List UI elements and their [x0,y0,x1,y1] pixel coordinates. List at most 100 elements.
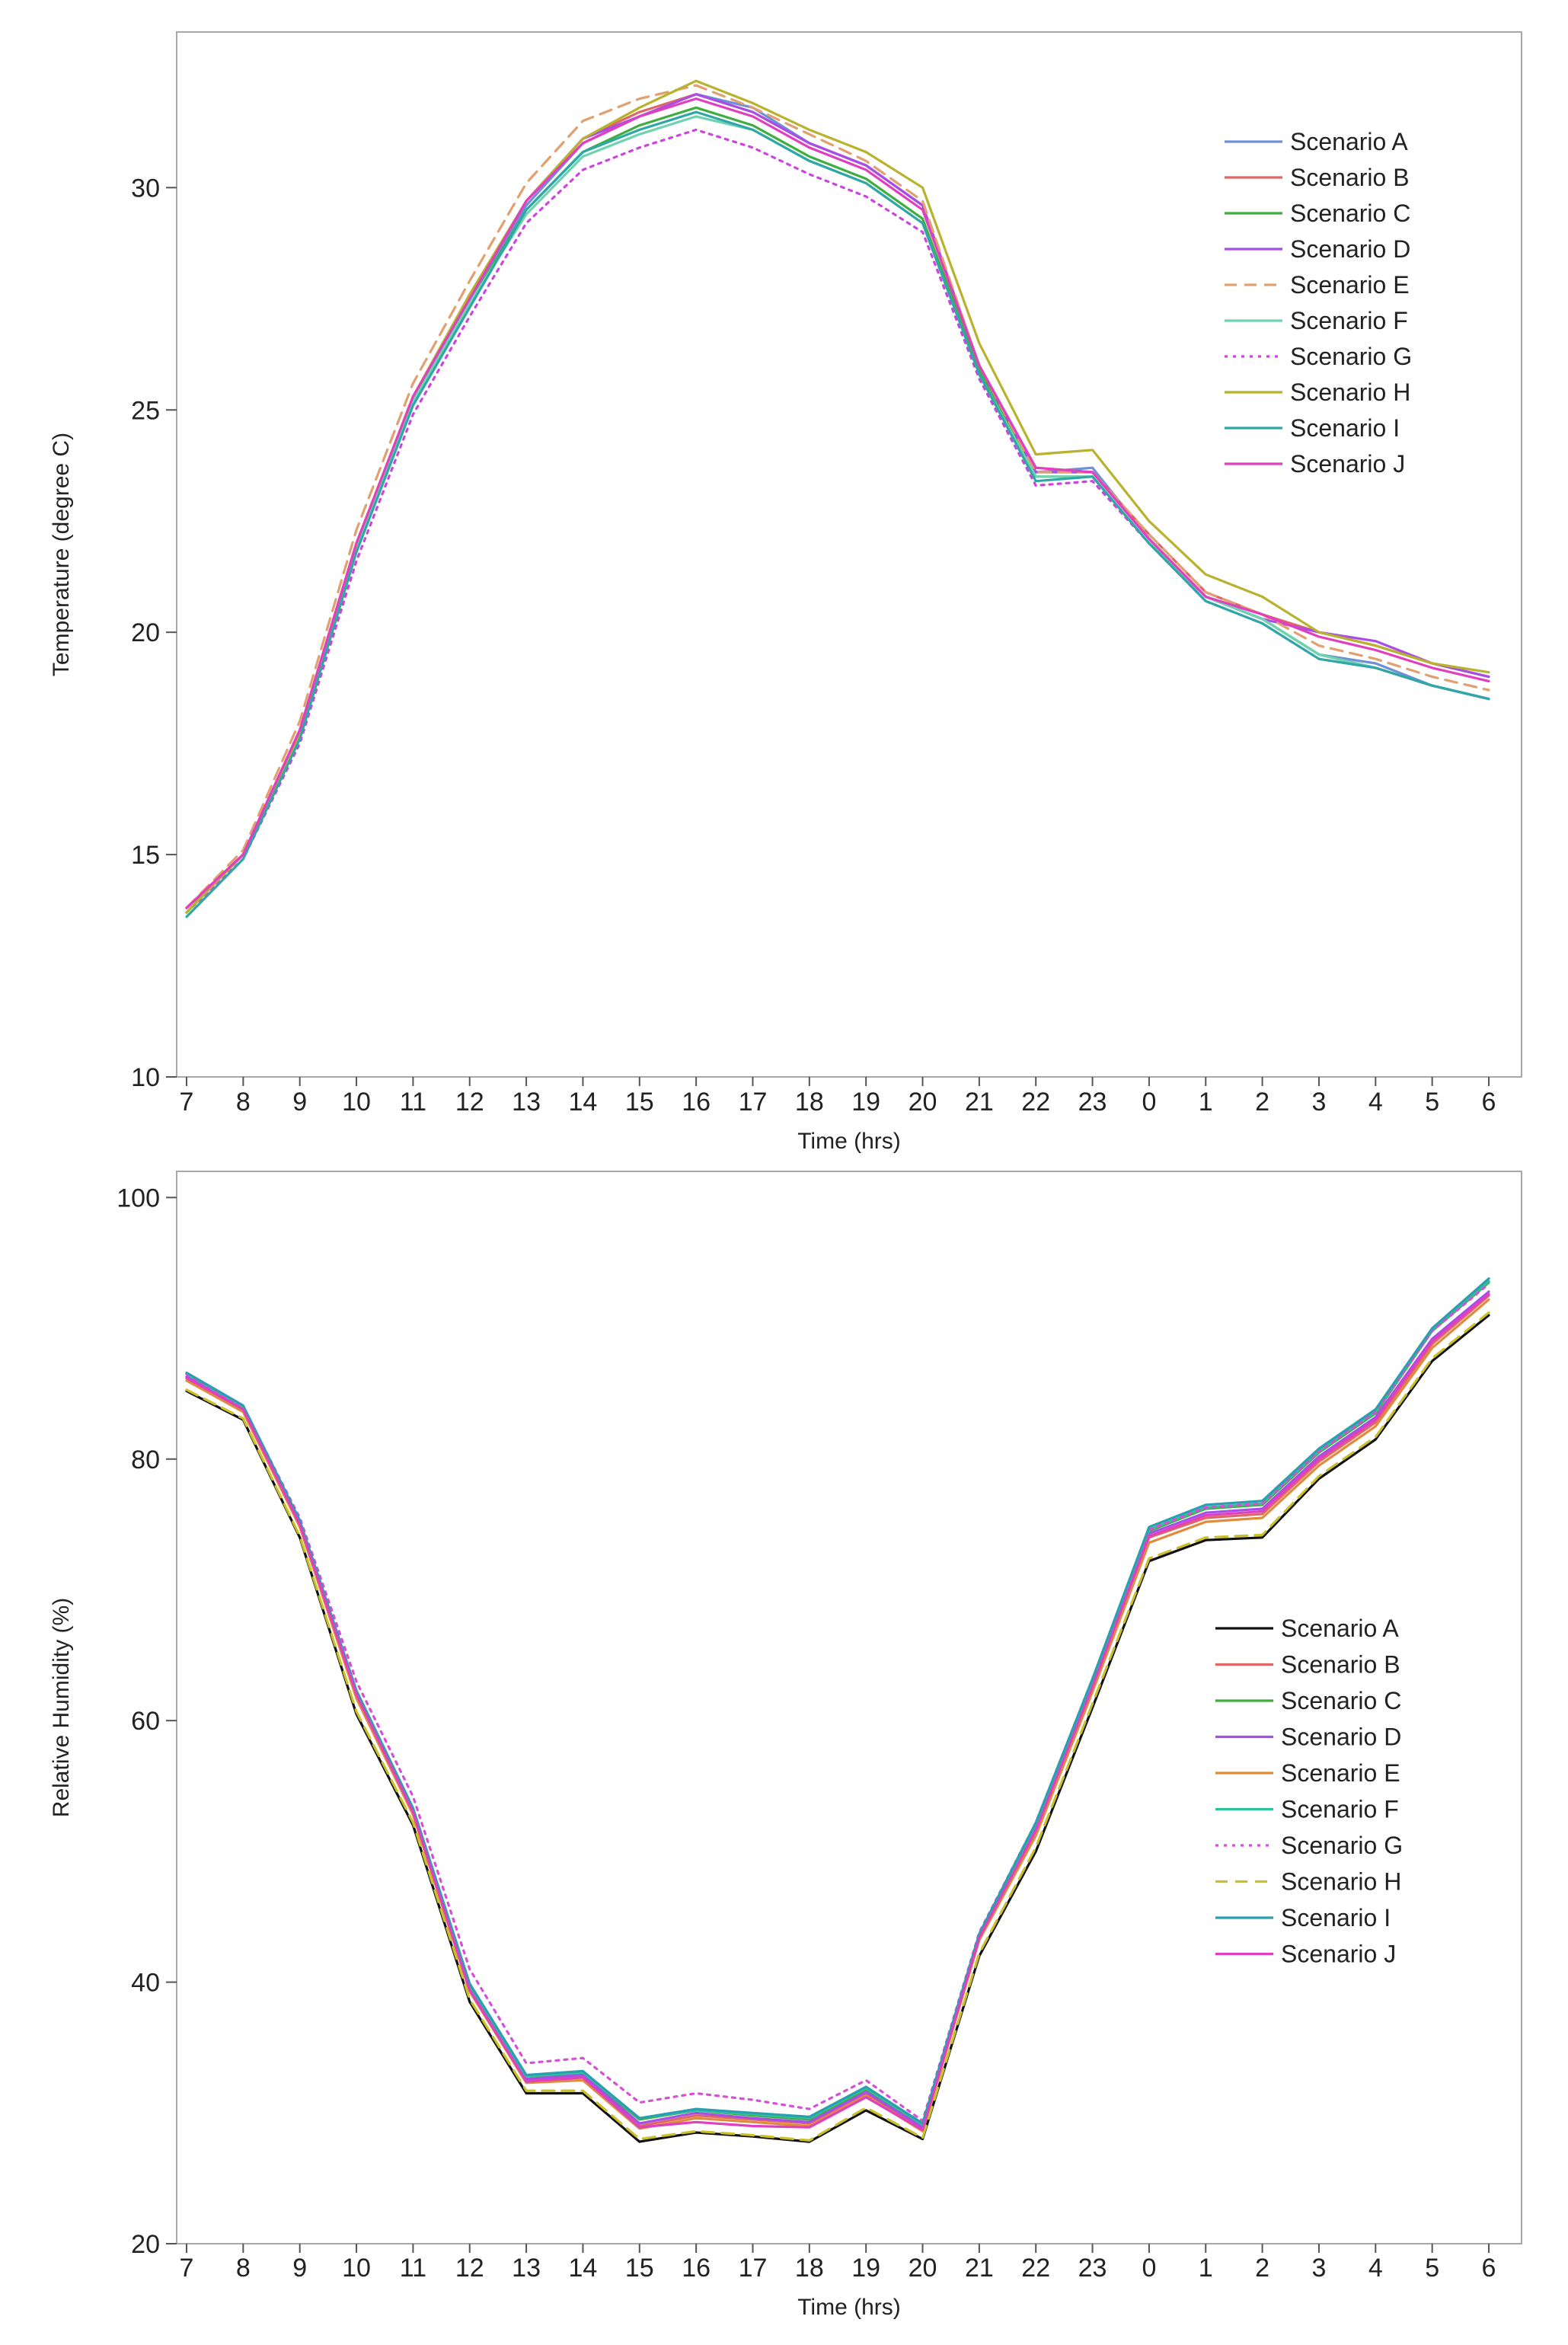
temp-x-tick-label: 15 [625,1088,654,1117]
temp-x-tick-label: 0 [1142,1088,1156,1117]
rh-legend-item: Scenario B [1215,1651,1400,1679]
rh-legend-item: Scenario F [1215,1796,1399,1823]
temp-x-tick-label: 18 [795,1088,824,1117]
rh-x-axis-title: Time (hrs) [797,2295,901,2320]
temp-x-tick-label: 8 [236,1088,251,1117]
temp-legend-label: Scenario A [1290,128,1408,155]
rh-legend-item: Scenario J [1215,1941,1396,1968]
rh-x-tick-label: 11 [400,2254,426,2283]
temp-y-tick-label: 10 [131,1063,160,1092]
temp-legend-item: Scenario D [1225,235,1410,263]
temp-legend-item: Scenario E [1225,271,1410,299]
temp-legend-item: Scenario F [1225,307,1408,334]
rh-x-tick-label: 2 [1255,2254,1269,2283]
temp-legend-item: Scenario I [1225,414,1400,442]
temp-y-tick-label: 30 [131,174,160,203]
temp-legend-item: Scenario J [1225,450,1405,478]
temp-x-tick-label: 19 [851,1088,880,1117]
rh-legend-label: Scenario C [1281,1687,1401,1714]
temp-x-tick-label: 22 [1021,1088,1050,1117]
temp-legend-item: Scenario B [1225,164,1410,191]
rh-series-line-scenario-g [185,1283,1490,2123]
rh-x-tick-label: 1 [1199,2254,1213,2283]
temp-x-tick-label: 11 [400,1088,426,1117]
rh-y-tick-label: 20 [131,2230,160,2259]
temp-x-tick-label: 12 [455,1088,484,1117]
rh-legend-label: Scenario B [1281,1651,1400,1679]
rh-x-tick-label: 6 [1482,2254,1496,2283]
temp-plot-frame [176,31,1522,1078]
rh-x-tick-label: 8 [236,2254,251,2283]
temp-legend-label: Scenario J [1290,450,1405,478]
rh-x-tick-label: 5 [1425,2254,1439,2283]
temp-y-tick-label: 20 [131,618,160,647]
rh-legend-label: Scenario E [1281,1759,1400,1787]
rh-x-tick-label: 22 [1021,2254,1050,2283]
temp-legend-item: Scenario C [1225,200,1410,227]
temp-x-tick-label: 1 [1199,1088,1213,1117]
rh-legend-label: Scenario A [1281,1615,1399,1642]
rh-x-tick-label: 23 [1078,2254,1107,2283]
rh-x-tick-label: 18 [795,2254,824,2283]
temp-legend-label: Scenario D [1290,235,1410,263]
rh-series-line-scenario-j [185,1292,1490,2132]
temp-x-tick-label: 7 [180,1088,194,1117]
rh-series-group [185,1277,1490,2143]
rh-legend-label: Scenario J [1281,1941,1396,1968]
temp-legend-label: Scenario I [1290,414,1400,442]
temp-y-tick-label: 25 [131,396,160,425]
rh-x-tick-label: 12 [455,2254,484,2283]
temp-y-axis-title: Temperature (degree C) [49,433,74,676]
rh-y-tick-label: 100 [117,1184,160,1212]
temp-x-tick-label: 16 [682,1088,711,1117]
rh-y-axis: 20 40 60 80 100 [117,1184,177,2259]
temp-x-tick-label: 2 [1255,1088,1269,1117]
temp-legend-label: Scenario G [1290,343,1412,370]
temp-legend-item: Scenario A [1225,128,1408,155]
rh-legend-label: Scenario D [1281,1724,1401,1751]
rh-legend-label: Scenario H [1281,1868,1401,1896]
rh-x-tick-label: 0 [1142,2254,1156,2283]
temp-x-tick-label: 6 [1482,1088,1496,1117]
rh-y-tick-label: 60 [131,1707,160,1736]
rh-x-tick-label: 19 [851,2254,880,2283]
temp-series-line-scenario-j [185,97,1490,909]
rh-x-tick-label: 21 [965,2254,994,2283]
rh-x-axis: 7 8 9 10 11 12 13 14 15 16 17 18 19 20 21 22 23 0 1 2 3 4 5 6 [180,2244,1496,2283]
rh-x-tick-label: 9 [292,2254,307,2283]
temp-legend-item: Scenario G [1225,343,1412,370]
temp-x-tick-label: 9 [292,1088,307,1117]
rh-y-tick-label: 40 [131,1969,160,1998]
temp-series-line-scenario-i [185,110,1490,919]
rh-legend-item: Scenario I [1215,1904,1391,1931]
temp-y-tick-label: 15 [131,841,160,870]
rh-y-axis-title: Relative Humidity (%) [49,1598,74,1817]
rh-x-tick-label: 3 [1311,2254,1326,2283]
rh-x-tick-label: 13 [512,2254,541,2283]
rh-legend-label: Scenario F [1281,1796,1399,1823]
rh-x-tick-label: 16 [682,2254,711,2283]
rh-series-line-scenario-h [185,1311,1490,2142]
temp-x-tick-label: 5 [1425,1088,1439,1117]
rh-legend-item: Scenario C [1215,1687,1401,1714]
rh-x-tick-label: 17 [739,2254,768,2283]
rh-x-tick-label: 14 [569,2254,598,2283]
temp-x-axis: 7 8 9 10 11 12 13 14 15 16 17 18 19 20 21 22 23 0 1 2 3 4 5 6 [180,1077,1496,1117]
rh-x-tick-label: 7 [180,2254,194,2283]
rh-legend-label: Scenario I [1281,1904,1391,1931]
temp-legend-label: Scenario B [1290,164,1410,191]
rh-y-tick-label: 80 [131,1446,160,1474]
temp-x-tick-label: 3 [1311,1088,1326,1117]
rh-plot-frame [176,1171,1522,2244]
rh-x-tick-label: 15 [625,2254,654,2283]
temp-x-tick-label: 10 [342,1088,371,1117]
temp-x-tick-label: 4 [1368,1088,1383,1117]
temp-x-tick-label: 13 [512,1088,541,1117]
temp-y-axis: 10 15 20 25 30 [131,174,177,1092]
rh-legend-item: Scenario E [1215,1759,1400,1787]
rh-legend-item: Scenario D [1215,1724,1401,1751]
